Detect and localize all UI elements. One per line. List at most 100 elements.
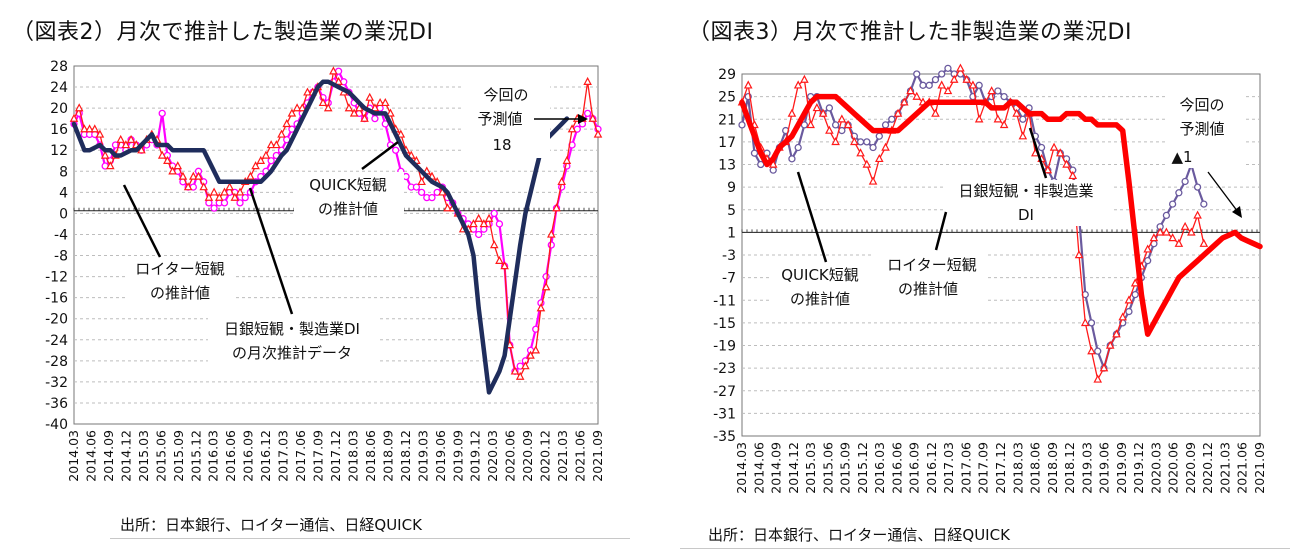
quick-estimate-point (1200, 200, 1208, 208)
reuters-estimate-point (1062, 159, 1071, 168)
reuters-estimate-point (443, 203, 452, 212)
x-tick-label: 2019.12 (1131, 442, 1146, 494)
quick-estimate-point (757, 160, 765, 169)
y-tick-label: -12 (45, 270, 68, 286)
quick-estimate-point (417, 188, 426, 197)
reuters-estimate-point (526, 350, 535, 359)
quick-estimate-point (158, 109, 166, 118)
quick-estimate-point (1162, 211, 1171, 220)
reuters-estimate-point (100, 150, 110, 159)
quick-estimate-point (881, 121, 890, 129)
chart-source: 出所：日本銀行、ロイター通信、日経QUICK (120, 516, 422, 534)
reuters-estimate-point (1049, 142, 1059, 151)
arrow-head-icon (578, 114, 588, 124)
reuters-estimate-point (495, 255, 504, 264)
quick-estimate-point (1131, 290, 1139, 299)
quick-estimate-point (738, 121, 746, 129)
y-tick-label: -27 (713, 384, 736, 400)
annotation-bg (772, 262, 872, 310)
quick-estimate-point (888, 115, 896, 123)
plot-frame (73, 65, 599, 425)
reuters-estimate-point (282, 119, 292, 128)
x-tick-label: 2015.03 (803, 442, 818, 494)
y-tick-label: -36 (45, 396, 68, 412)
reuters-estimate-point (126, 134, 136, 143)
x-tick-label: 2014.03 (66, 430, 81, 482)
reuters-estimate-point (116, 134, 125, 143)
reuters-estimate-point (1099, 363, 1109, 372)
x-tick-label: 2020.09 (520, 430, 535, 482)
reuters-estimate-point (510, 366, 520, 375)
reuters-estimate-point (974, 114, 984, 123)
x-tick-label: 2018.03 (1010, 442, 1025, 494)
quick-estimate-point (1193, 183, 1202, 191)
annotation-bg (874, 252, 986, 302)
quick-estimate-point (919, 81, 927, 89)
reuters-estimate-point (1130, 278, 1140, 287)
y-tick-label: 8 (59, 164, 68, 180)
quick-estimate-point (1037, 143, 1046, 152)
quick-estimate-point (1094, 347, 1102, 355)
annotation-leader (361, 141, 399, 170)
reuters-estimate-point (1012, 108, 1021, 117)
x-tick-label: 2016.06 (889, 442, 904, 494)
x-tick-label: 2020.12 (538, 430, 553, 482)
reuters-estimate-point (318, 97, 328, 107)
reuters-estimate-point (370, 103, 380, 112)
quick-estimate-point (788, 155, 796, 163)
quick-estimate-point (475, 230, 483, 239)
x-tick-label: 2021.09 (1252, 442, 1267, 494)
forecast-annotation: 今回の (483, 86, 528, 104)
reuters-estimate-point (562, 155, 572, 164)
quick-estimate-point (994, 87, 1002, 95)
y-tick-label: -8 (54, 249, 68, 265)
forecast-annotation: ▲1 (1171, 148, 1192, 166)
reuters-estimate-point (1149, 233, 1159, 242)
reuters-estimate-point (812, 103, 822, 112)
reuters-estimate-point (899, 97, 909, 106)
reuters-estimate-point (375, 97, 385, 107)
y-tick-label: -32 (45, 375, 68, 391)
x-tick-label: 2019.03 (415, 430, 430, 482)
manufacturing-chart: 28 24 20 16 12 8 4 0 -4 -8 -12 -16 -20 -24 -28 -32 -36 -4… (45, 59, 605, 482)
x-tick-label: 2021.06 (573, 430, 588, 482)
y-tick-label: -7 (722, 271, 736, 287)
reuters-estimate-point (531, 345, 541, 354)
y-tick-label: 13 (718, 158, 736, 174)
chart-title: （図表3）月次で推計した非製造業の業況DI (688, 20, 1132, 45)
y-tick-label: 20 (50, 101, 68, 117)
reuters-estimate-point (1074, 250, 1084, 259)
y-tick-label: -35 (713, 429, 736, 445)
reuters-estimate-point (1187, 227, 1196, 236)
reuters-estimate-point (251, 161, 260, 170)
reuters-estimate-point (1118, 312, 1127, 321)
reuters-estimate-point (168, 166, 177, 175)
reuters-estimate-point (875, 153, 884, 163)
quick-estimate-point (547, 241, 555, 249)
reuters-estimate-point (297, 103, 307, 112)
x-tick-label: 2017.09 (976, 442, 991, 494)
annotation-bg (1166, 92, 1246, 168)
x-tick-label: 2019.09 (450, 430, 465, 482)
reuters-estimate-point (349, 108, 359, 117)
x-tick-label: 2018.03 (345, 430, 360, 482)
quick-estimate-point (869, 143, 877, 152)
x-tick-label: 2017.03 (941, 442, 956, 494)
x-tick-label: 2016.09 (907, 442, 922, 494)
reuters-estimate-point (484, 213, 494, 222)
reuters-estimate-point (360, 113, 369, 122)
x-tick-label: 2018.12 (398, 430, 413, 482)
reuters-estimate-point (1168, 233, 1177, 242)
reuters-estimate-point (261, 150, 271, 159)
x-tick-label: 2021.03 (555, 430, 570, 482)
reuters-estimate-point (862, 159, 872, 168)
quick-estimate-point (863, 138, 871, 146)
x-tick-label: 2015.06 (820, 442, 835, 494)
reuters-estimate-point (1155, 227, 1165, 236)
quick-estimate-point (583, 109, 592, 118)
reuters-estimate-point (183, 182, 193, 191)
quick-annotation: QUICK短観 (309, 176, 387, 194)
forecast-annotation: 18 (492, 136, 511, 154)
y-tick-label: 17 (718, 135, 736, 151)
quick-estimate-point (938, 70, 946, 78)
